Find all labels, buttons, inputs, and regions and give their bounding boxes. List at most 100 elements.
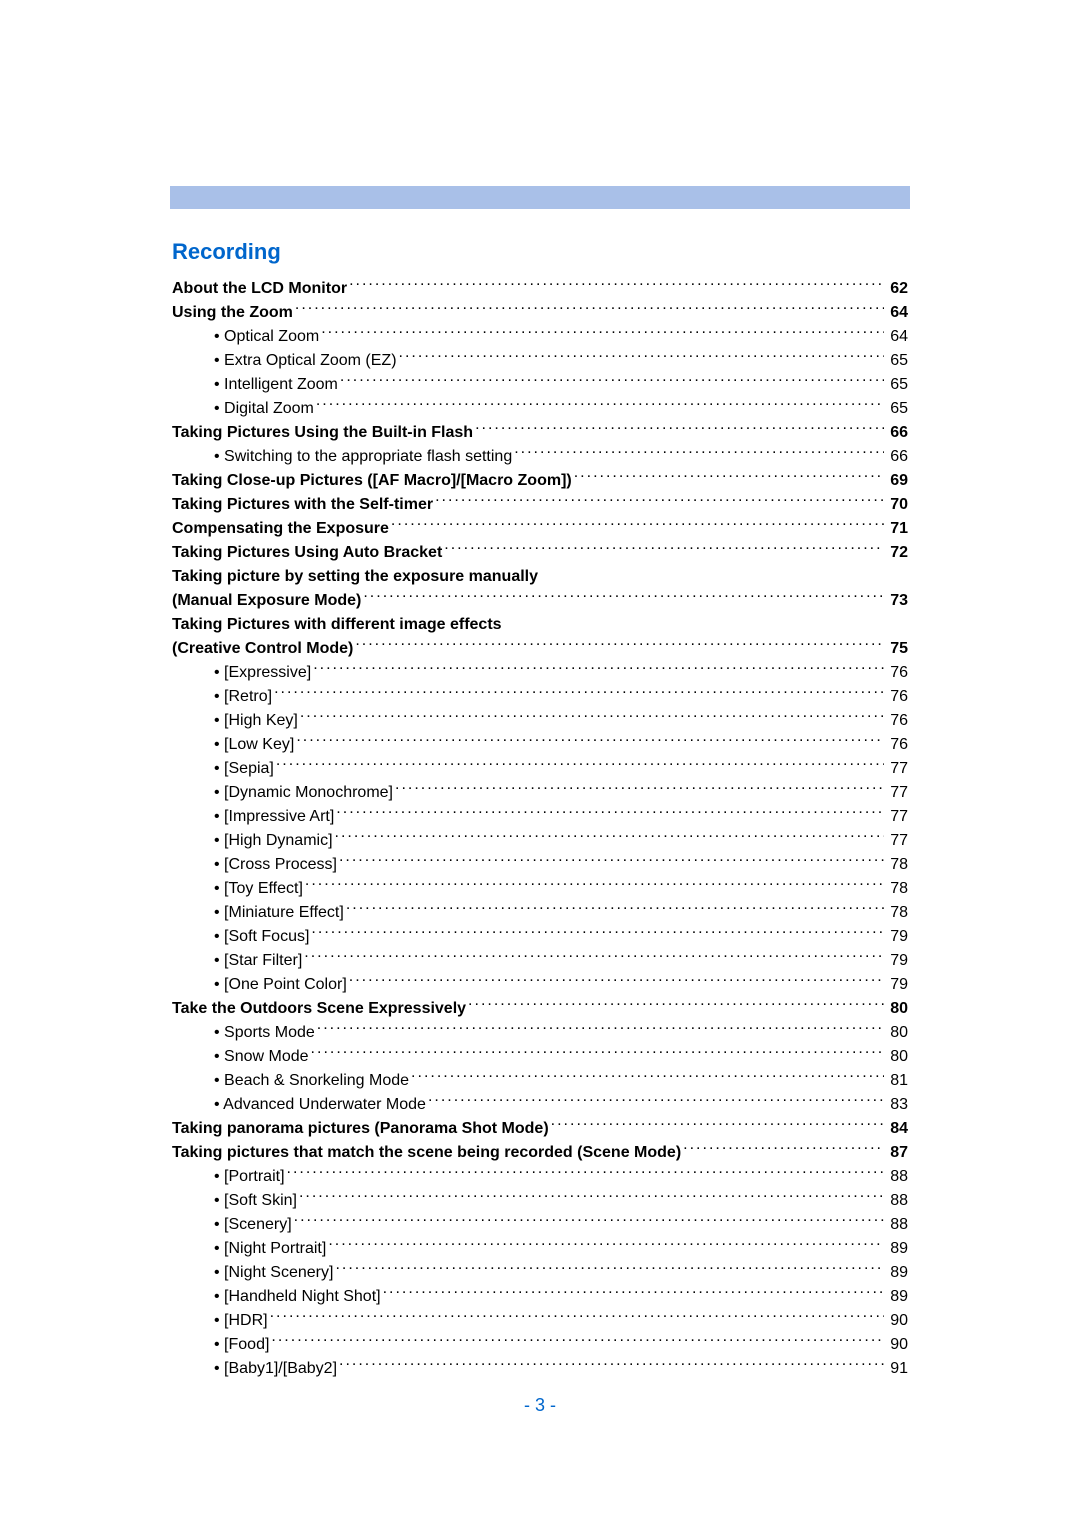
- toc-entry-page: 80: [886, 1021, 908, 1045]
- toc-subentry[interactable]: • [Scenery]88: [172, 1213, 908, 1237]
- toc-entry-wrap-line[interactable]: Taking Pictures with different image eff…: [172, 613, 908, 637]
- toc-entry-label: • Extra Optical Zoom (EZ): [214, 349, 397, 373]
- toc-entry-label: • [Retro]: [214, 685, 272, 709]
- toc-entry-page: 72: [886, 541, 908, 565]
- toc-entry-page: 80: [886, 997, 908, 1021]
- toc-entry-page: 77: [886, 757, 908, 781]
- toc-entry-page: 88: [886, 1213, 908, 1237]
- toc-entry-page: 69: [886, 469, 908, 493]
- toc-entry-page: 75: [886, 637, 908, 661]
- toc-entry-label: • Advanced Underwater Mode: [214, 1093, 426, 1117]
- toc-subentry[interactable]: • [Retro]76: [172, 685, 908, 709]
- toc-subentry[interactable]: • Switching to the appropriate flash set…: [172, 445, 908, 469]
- toc-leader-dots: [295, 301, 884, 317]
- toc-leader-dots: [304, 949, 884, 965]
- toc-entry[interactable]: About the LCD Monitor62: [172, 277, 908, 301]
- toc-leader-dots: [444, 541, 884, 557]
- toc-entry-page: 91: [886, 1357, 908, 1381]
- section-title: Recording: [172, 239, 908, 265]
- toc-leader-dots: [339, 1357, 884, 1373]
- toc-entry-page: 81: [886, 1069, 908, 1093]
- toc-entry-page: 79: [886, 973, 908, 997]
- toc-subentry[interactable]: • [High Key]76: [172, 709, 908, 733]
- toc-leader-dots: [683, 1141, 884, 1157]
- toc-subentry[interactable]: • [Toy Effect]78: [172, 877, 908, 901]
- toc-entry-page: 64: [886, 325, 908, 349]
- toc-subentry[interactable]: • Digital Zoom65: [172, 397, 908, 421]
- toc-subentry[interactable]: • Beach & Snorkeling Mode 81: [172, 1069, 908, 1093]
- toc-subentry[interactable]: • Sports Mode80: [172, 1021, 908, 1045]
- toc-leader-dots: [435, 493, 884, 509]
- toc-leader-dots: [328, 1237, 884, 1253]
- toc-leader-dots: [305, 877, 884, 893]
- toc-entry-label: • [Low Key]: [214, 733, 294, 757]
- toc-subentry[interactable]: • [Cross Process]78: [172, 853, 908, 877]
- toc-entry-label: • [Expressive]: [214, 661, 311, 685]
- toc-subentry[interactable]: • [Miniature Effect]78: [172, 901, 908, 925]
- toc-entry-page: 66: [886, 421, 908, 445]
- toc-entry[interactable]: Taking pictures that match the scene bei…: [172, 1141, 908, 1165]
- toc-subentry[interactable]: • Extra Optical Zoom (EZ)65: [172, 349, 908, 373]
- toc-entry-page: 76: [886, 733, 908, 757]
- toc-entry-page: 84: [886, 1117, 908, 1141]
- toc-entry[interactable]: (Creative Control Mode) 75: [172, 637, 908, 661]
- toc-entry-label: (Creative Control Mode): [172, 637, 353, 661]
- toc-entry-label: • Beach & Snorkeling Mode: [214, 1069, 409, 1093]
- toc-subentry[interactable]: • [Handheld Night Shot]89: [172, 1285, 908, 1309]
- toc-leader-dots: [311, 1045, 885, 1061]
- toc-entry-label: • [Night Scenery]: [214, 1261, 333, 1285]
- toc-subentry[interactable]: • [Food]90: [172, 1333, 908, 1357]
- toc-subentry[interactable]: • [High Dynamic]77: [172, 829, 908, 853]
- toc-entry[interactable]: Taking Pictures Using Auto Bracket 72: [172, 541, 908, 565]
- toc-entry-label: • [Soft Skin]: [214, 1189, 297, 1213]
- toc-subentry[interactable]: • Optical Zoom64: [172, 325, 908, 349]
- toc-entry[interactable]: Using the Zoom64: [172, 301, 908, 325]
- toc-subentry[interactable]: • [Impressive Art]77: [172, 805, 908, 829]
- toc-subentry[interactable]: • [One Point Color] 79: [172, 973, 908, 997]
- toc-leader-dots: [395, 781, 884, 797]
- toc-leader-dots: [411, 1069, 884, 1085]
- toc-leader-dots: [296, 733, 884, 749]
- toc-entry[interactable]: (Manual Exposure Mode)73: [172, 589, 908, 613]
- toc-subentry[interactable]: • [Baby1]/[Baby2]91: [172, 1357, 908, 1381]
- toc-subentry[interactable]: • [Dynamic Monochrome]77: [172, 781, 908, 805]
- toc-entry[interactable]: Compensating the Exposure71: [172, 517, 908, 541]
- toc-leader-dots: [349, 277, 884, 293]
- toc-entry[interactable]: Take the Outdoors Scene Expressively 80: [172, 997, 908, 1021]
- toc-entry[interactable]: Taking Pictures Using the Built-in Flash…: [172, 421, 908, 445]
- toc-subentry[interactable]: • Advanced Underwater Mode83: [172, 1093, 908, 1117]
- toc-subentry[interactable]: • Intelligent Zoom65: [172, 373, 908, 397]
- document-page: Recording About the LCD Monitor62Using t…: [0, 0, 1080, 1526]
- toc-leader-dots: [339, 853, 884, 869]
- toc-leader-dots: [383, 1285, 885, 1301]
- toc-entry-label: • Digital Zoom: [214, 397, 314, 421]
- toc-entry-wrap-line[interactable]: Taking picture by setting the exposure m…: [172, 565, 908, 589]
- toc-entry-label: Taking Pictures with the Self-timer: [172, 493, 433, 517]
- toc-entry-label: Taking Pictures Using Auto Bracket: [172, 541, 442, 565]
- toc-entry-label: • [Dynamic Monochrome]: [214, 781, 393, 805]
- toc-entry-label: • [Handheld Night Shot]: [214, 1285, 381, 1309]
- toc-subentry[interactable]: • [Night Scenery]89: [172, 1261, 908, 1285]
- toc-subentry[interactable]: • [Soft Focus]79: [172, 925, 908, 949]
- toc-subentry[interactable]: • [Low Key] 76: [172, 733, 908, 757]
- toc-subentry[interactable]: • [Night Portrait]89: [172, 1237, 908, 1261]
- toc-subentry[interactable]: • [Star Filter]79: [172, 949, 908, 973]
- toc-subentry[interactable]: • [HDR]90: [172, 1309, 908, 1333]
- toc-leader-dots: [274, 685, 884, 701]
- toc-entry-label: Take the Outdoors Scene Expressively: [172, 997, 466, 1021]
- toc-entry[interactable]: Taking panorama pictures (Panorama Shot …: [172, 1117, 908, 1141]
- toc-entry-label: About the LCD Monitor: [172, 277, 347, 301]
- toc-entry-label: • [High Dynamic]: [214, 829, 333, 853]
- toc-entry[interactable]: Taking Pictures with the Self-timer70: [172, 493, 908, 517]
- toc-leader-dots: [271, 1333, 884, 1349]
- toc-entry-label: Compensating the Exposure: [172, 517, 389, 541]
- toc-entry-label: • [One Point Color]: [214, 973, 347, 997]
- toc-subentry[interactable]: • [Soft Skin]88: [172, 1189, 908, 1213]
- toc-entry-label: • [Cross Process]: [214, 853, 337, 877]
- toc-entry-label: • [Miniature Effect]: [214, 901, 344, 925]
- toc-subentry[interactable]: • Snow Mode80: [172, 1045, 908, 1069]
- toc-entry[interactable]: Taking Close-up Pictures ([AF Macro]/[Ma…: [172, 469, 908, 493]
- toc-subentry[interactable]: • [Expressive]76: [172, 661, 908, 685]
- toc-subentry[interactable]: • [Portrait]88: [172, 1165, 908, 1189]
- toc-subentry[interactable]: • [Sepia]77: [172, 757, 908, 781]
